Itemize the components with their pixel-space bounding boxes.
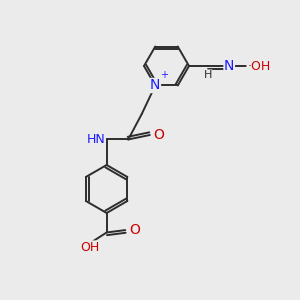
- Text: ·OH: ·OH: [247, 59, 271, 73]
- Text: +: +: [160, 70, 168, 80]
- Text: OH: OH: [80, 241, 100, 254]
- Text: HN: HN: [86, 133, 105, 146]
- Text: N: N: [224, 59, 234, 73]
- Text: H: H: [203, 70, 212, 80]
- Text: N: N: [150, 79, 160, 92]
- Text: O: O: [129, 223, 140, 237]
- Text: O: O: [153, 128, 164, 142]
